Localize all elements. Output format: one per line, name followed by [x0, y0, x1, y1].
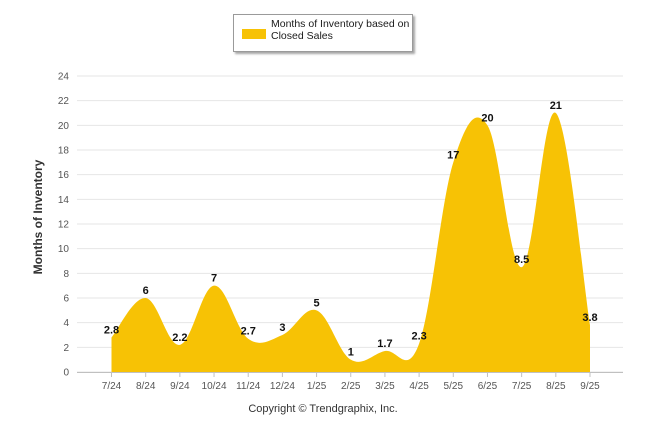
y-tick-label: 8: [63, 269, 69, 280]
area-series: [111, 112, 590, 373]
data-label: 6: [143, 285, 149, 297]
x-tick-label: 9/24: [170, 381, 190, 392]
y-tick-label: 16: [58, 170, 70, 181]
legend-label: Months of Inventory based on Closed Sale…: [271, 18, 410, 42]
x-tick-label: 6/25: [478, 381, 498, 392]
legend: Months of Inventory based on Closed Sale…: [233, 14, 413, 52]
data-label: 2.2: [172, 332, 187, 344]
y-tick-label: 24: [58, 72, 70, 83]
y-axis-label: Months of Inventory: [31, 159, 45, 275]
y-tick-label: 12: [58, 220, 70, 231]
copyright-text: Copyright © Trendgraphix, Inc.: [248, 403, 398, 415]
data-label: 2.3: [411, 331, 426, 343]
y-tick-label: 6: [63, 294, 69, 305]
x-tick-label: 11/24: [236, 381, 261, 392]
x-tick-label: 10/24: [202, 381, 227, 392]
x-tick-label: 8/25: [546, 381, 566, 392]
y-tick-label: 20: [58, 121, 70, 132]
data-label: 20: [481, 112, 493, 124]
data-label: 1.7: [377, 338, 392, 350]
data-label: 7: [211, 273, 217, 285]
data-label: 5: [314, 297, 320, 309]
legend-swatch: [242, 29, 266, 39]
x-tick-label: 2/25: [341, 381, 361, 392]
x-tick-label: 5/25: [444, 381, 464, 392]
x-tick-label: 12/24: [270, 381, 295, 392]
x-tick-label: 7/25: [512, 381, 532, 392]
y-tick-label: 22: [58, 96, 70, 107]
data-label: 2.7: [241, 326, 256, 338]
y-tick-label: 4: [63, 318, 69, 329]
data-label: 17: [447, 149, 459, 161]
y-tick-label: 10: [58, 244, 70, 255]
x-tick-label: 4/25: [409, 381, 429, 392]
y-tick-label: 2: [63, 343, 69, 354]
data-label: 1: [348, 347, 354, 359]
data-label: 3.8: [582, 312, 597, 324]
x-tick-label: 3/25: [375, 381, 395, 392]
y-tick-label: 14: [58, 195, 70, 206]
x-tick-label: 7/24: [102, 381, 122, 392]
x-tick-label: 8/24: [136, 381, 156, 392]
data-label: 21: [550, 100, 562, 112]
data-label: 2.8: [104, 324, 119, 336]
x-tick-label: 1/25: [307, 381, 327, 392]
y-tick-label: 18: [58, 146, 70, 157]
data-label: 8.5: [514, 254, 529, 266]
x-tick-label: 9/25: [580, 381, 600, 392]
y-tick-label: 0: [63, 368, 69, 379]
data-label: 3: [279, 322, 285, 334]
